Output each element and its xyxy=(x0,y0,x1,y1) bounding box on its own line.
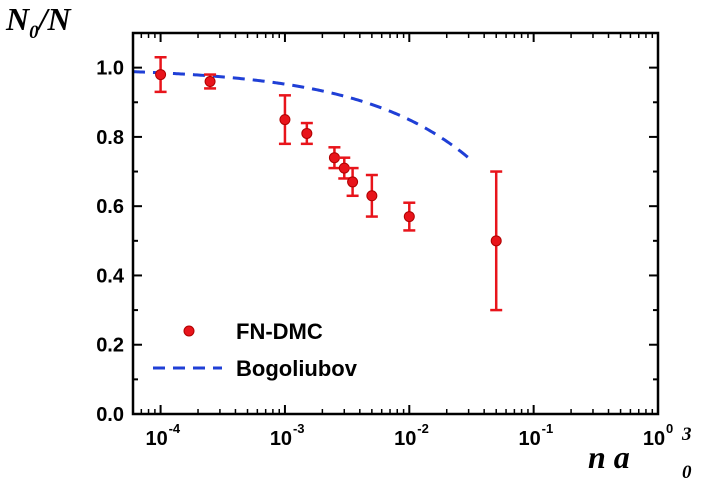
data-point-6 xyxy=(347,176,359,188)
x-axis-label: n a xyxy=(588,439,630,475)
x-axis-label-sup: 3 xyxy=(681,424,692,445)
x-tick-label-1: 10 xyxy=(270,428,292,450)
y-tick-label-0: 0.0 xyxy=(96,404,124,426)
plot-frame xyxy=(131,31,660,416)
data-point-3 xyxy=(301,127,313,139)
y-tick-label-3: 0.6 xyxy=(96,196,124,218)
legend: FN-DMC Bogoliubov xyxy=(153,319,358,381)
x-tick-exponent-2: -2 xyxy=(417,421,429,436)
legend-label-fn-dmc: FN-DMC xyxy=(236,319,323,344)
x-tick-exponent-3: -1 xyxy=(542,421,554,436)
y-tick-label-2: 0.4 xyxy=(96,265,125,287)
data-point-0 xyxy=(155,69,167,81)
x-axis-label-sub: 0 xyxy=(682,462,692,483)
x-tick-label-0: 10 xyxy=(145,428,167,450)
x-tick-exponent-0: -4 xyxy=(169,421,181,436)
y-tick-label-4: 0.8 xyxy=(96,127,124,149)
data-point-2 xyxy=(279,114,291,126)
y-tick-label-5: 1.0 xyxy=(96,58,124,80)
x-tick-label-4: 10 xyxy=(643,428,665,450)
data-point-8 xyxy=(403,211,415,223)
axis-layer: 0.00.20.40.60.81.010 -4 10 -3 10 -2 10 -1 10 0 xyxy=(96,31,673,450)
legend-marker-fn-dmc xyxy=(183,325,195,337)
data-point-4 xyxy=(328,152,340,164)
data-point-9 xyxy=(490,235,502,247)
data-point-7 xyxy=(366,190,378,202)
legend-label-bogoliubov: Bogoliubov xyxy=(236,356,358,381)
series-line-bogoliubov xyxy=(133,70,474,163)
y-axis-label: N0/N xyxy=(5,1,73,43)
x-tick-label-3: 10 xyxy=(519,428,541,450)
x-tick-exponent-1: -3 xyxy=(293,421,305,436)
x-tick-exponent-4: 0 xyxy=(666,421,673,436)
plot-layer xyxy=(133,55,503,312)
y-tick-label-1: 0.2 xyxy=(96,335,124,357)
x-tick-label-2: 10 xyxy=(394,428,416,450)
data-point-1 xyxy=(204,75,216,87)
